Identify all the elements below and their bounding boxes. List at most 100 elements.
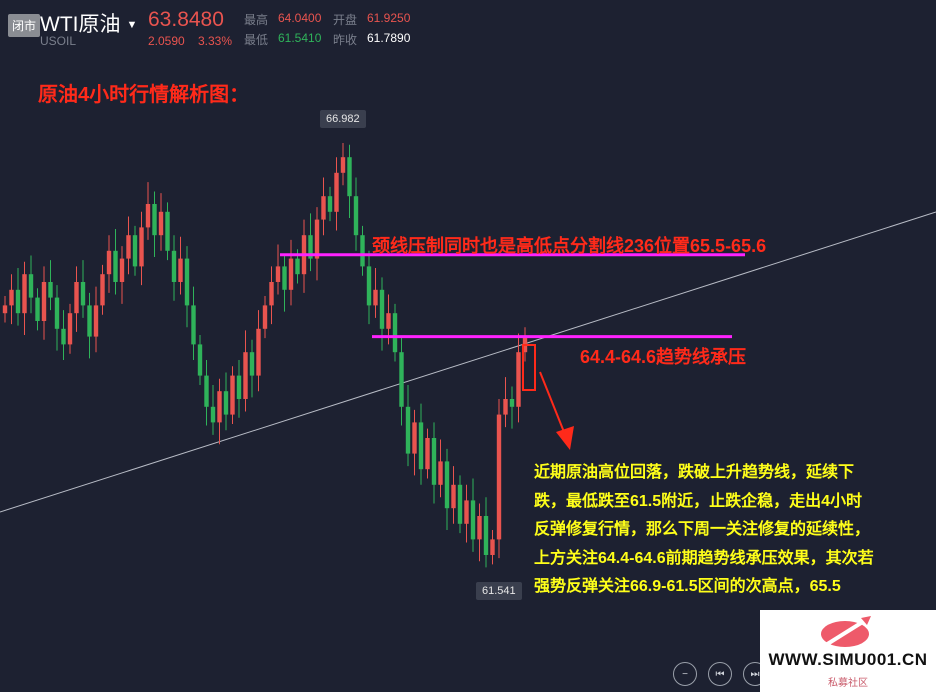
candle-body bbox=[457, 484, 463, 524]
neckline-note: 颈线压制同时也是高低点分割线236位置65.5-65.6 bbox=[372, 236, 767, 256]
candle-body bbox=[171, 250, 177, 282]
candle-body bbox=[321, 196, 326, 220]
watermark-sub: 私募社区 bbox=[828, 678, 868, 689]
candle-body bbox=[54, 297, 60, 329]
candle-body bbox=[93, 305, 99, 337]
candle-body bbox=[15, 289, 21, 314]
candle-body bbox=[152, 203, 157, 236]
cloud-arrow-logo-icon bbox=[819, 616, 871, 650]
candle-body bbox=[204, 375, 209, 407]
low-value: 61.5410 bbox=[278, 31, 322, 45]
candle-body bbox=[399, 352, 404, 407]
candle-body bbox=[210, 406, 216, 423]
candle-body bbox=[158, 211, 164, 236]
arrow-shaft bbox=[539, 371, 565, 433]
candle-body bbox=[2, 305, 8, 314]
candle-body bbox=[327, 196, 333, 212]
candle-body bbox=[308, 235, 313, 259]
candle-body bbox=[230, 375, 235, 415]
candle-body bbox=[464, 500, 469, 524]
candle-body bbox=[113, 250, 118, 282]
candle-body bbox=[262, 305, 268, 329]
candle-body bbox=[35, 297, 40, 321]
candle-body bbox=[386, 313, 391, 329]
candle-body bbox=[496, 414, 502, 540]
candle-body bbox=[269, 281, 274, 306]
candle-body bbox=[106, 250, 112, 275]
caret-down-icon: ▼ bbox=[126, 19, 138, 32]
high-value: 64.0400 bbox=[278, 11, 322, 25]
candle-body bbox=[145, 203, 151, 228]
symbol-name: WTI原油 bbox=[40, 13, 121, 36]
candle-body bbox=[477, 515, 482, 540]
candle-body bbox=[223, 391, 229, 415]
candle-body bbox=[347, 157, 352, 197]
chart-title: 原油4小时行情解析图： bbox=[38, 84, 250, 106]
candle-body bbox=[412, 422, 417, 454]
symbol-selector[interactable]: WTI原油 ▼ bbox=[40, 8, 137, 38]
candle-body bbox=[483, 515, 489, 555]
trend-line bbox=[0, 211, 936, 513]
candle-body bbox=[288, 258, 294, 290]
candle-body bbox=[28, 274, 34, 298]
candle-body bbox=[353, 196, 359, 236]
price-change: 2.0590 bbox=[148, 34, 185, 48]
candle-body bbox=[249, 352, 255, 376]
candle-body bbox=[41, 281, 47, 321]
candle-body bbox=[405, 406, 411, 454]
open-value: 61.9250 bbox=[367, 11, 411, 25]
candle-body bbox=[425, 437, 430, 470]
candle-body bbox=[431, 437, 437, 485]
candle-body bbox=[275, 266, 281, 282]
high-label: 最高 bbox=[244, 13, 269, 27]
candle-body bbox=[373, 289, 378, 306]
candle-body bbox=[139, 227, 144, 267]
candle-body bbox=[444, 461, 450, 509]
candle-body bbox=[165, 211, 170, 251]
candle-body bbox=[379, 289, 385, 329]
analysis-text: 近期原油高位回落，跌破上升趋势线，延续下跌，最低跌至61.5附近，止跌企稳，走出… bbox=[534, 464, 874, 595]
trendline-note: 64.4-64.6趋势线承压 bbox=[580, 347, 747, 367]
candle-body bbox=[197, 344, 203, 376]
watermark: WWW.SIMU001.CN 私募社区 bbox=[760, 610, 936, 692]
candle-body bbox=[334, 172, 339, 212]
candle-body bbox=[418, 422, 424, 470]
candle-body bbox=[100, 274, 105, 306]
arrow-down-icon bbox=[556, 426, 574, 450]
candle-body bbox=[509, 398, 515, 407]
candle-body bbox=[126, 235, 131, 259]
high-price-tag: 66.982 bbox=[320, 110, 366, 128]
candle-body bbox=[243, 352, 248, 399]
last-price: 63.8480 bbox=[148, 8, 224, 31]
candle-body bbox=[340, 157, 346, 173]
zoom-out-button[interactable]: − bbox=[673, 662, 697, 686]
candle-body bbox=[438, 461, 443, 485]
low-label: 最低 bbox=[244, 33, 269, 47]
candle-body bbox=[295, 258, 300, 275]
candle-body bbox=[132, 235, 138, 267]
prev-button[interactable]: ⏮ bbox=[708, 662, 732, 686]
symbol-code: USOIL bbox=[40, 34, 77, 48]
candle-body bbox=[61, 328, 66, 345]
open-label: 开盘 bbox=[333, 13, 358, 27]
candle-body bbox=[48, 281, 53, 298]
candle-body bbox=[184, 258, 190, 306]
candle-body bbox=[191, 305, 196, 345]
projection-box bbox=[522, 344, 536, 391]
candle-body bbox=[217, 391, 222, 423]
candle-body bbox=[490, 539, 495, 555]
candle-body bbox=[503, 398, 508, 415]
candle-body bbox=[9, 289, 14, 306]
candle-body bbox=[360, 235, 365, 267]
prev-close-value: 61.7890 bbox=[367, 31, 411, 45]
candle-body bbox=[67, 313, 73, 345]
candle-body bbox=[470, 500, 476, 540]
candle-body bbox=[178, 258, 183, 282]
watermark-url: WWW.SIMU001.CN bbox=[768, 650, 928, 669]
candle-body bbox=[236, 375, 242, 399]
status-badge: 闭市 bbox=[8, 14, 41, 37]
candle-body bbox=[516, 352, 521, 407]
candle-body bbox=[119, 258, 125, 282]
candle-body bbox=[282, 266, 287, 290]
